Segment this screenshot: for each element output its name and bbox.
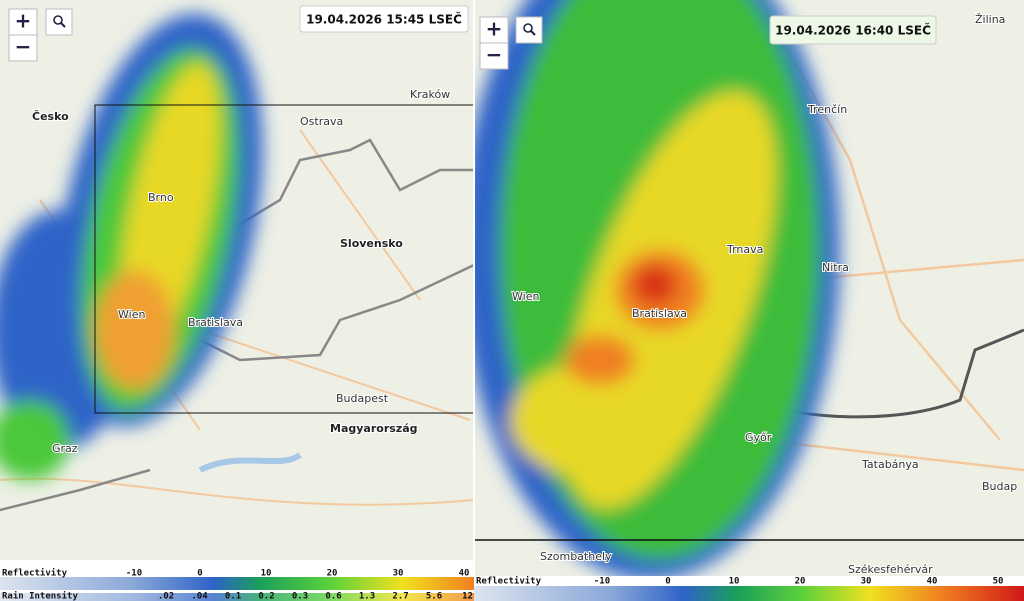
timestamp: 19.04.2026 15:45 LSEČ [306,12,462,27]
timestamp: 19.04.2026 16:40 LSEČ [775,23,931,38]
scale-tick-label: 5.6 [426,592,442,601]
search-icon [53,15,63,25]
zoom-out-label: − [486,43,503,67]
scale-tick-label: 10 [729,577,740,587]
place-label: Žilina [975,13,1005,26]
scale-tick-label: 0.1 [225,592,241,601]
place-label: Budap [982,480,1017,493]
zoom-out-button[interactable] [479,42,509,70]
zoom-out-button[interactable] [8,34,38,62]
legend-label: Rain Intensity [2,591,78,601]
place-label: Wien [512,290,539,303]
scale-tick-label: .02 [158,592,174,601]
scale-tick-label: 0 [665,577,670,587]
scale-tick-label: -10 [126,569,142,579]
zoom-out-label: − [15,35,32,59]
zoom-in-button[interactable] [8,8,38,36]
scale-tick-label: 20 [327,569,338,579]
scale-tick-label: 2.7 [392,592,408,601]
scale-tick-label: 30 [861,577,872,587]
scale-tick-label: 1.3 [359,592,375,601]
reflectivity-scale [474,586,1024,601]
timestamp-box [299,5,469,33]
scale-tick-label: .04 [191,592,208,601]
search-button[interactable] [45,8,73,36]
place-label: Graz [52,442,78,455]
right-map [474,0,1024,576]
legend-label: Reflectivity [476,576,542,587]
zoom-in-button[interactable] [479,16,509,44]
timestamp-box [769,15,937,45]
place-label: Tatabánya [861,458,919,471]
search-icon [60,22,66,28]
scale-tick-label: 40 [927,577,938,587]
left-zoom: + − [8,8,73,62]
right-zoom: + − [479,16,543,70]
scale-tick-label: 20 [795,577,806,587]
place-label: Ostrava [300,115,343,128]
place-label: Brno [148,191,174,204]
place-label: Česko [32,110,69,123]
place-label: Székesfehérvár [848,563,933,576]
search-icon [523,23,533,33]
rain-scale [0,593,474,601]
place-label: Bratislava [188,316,243,329]
scale-tick-label: 0.2 [258,592,274,601]
search-icon [530,30,536,36]
zoom-in-label: + [15,9,32,33]
place-label: Slovensko [340,237,403,250]
place-label: Kraków [410,88,450,101]
place-label: Szombathely [540,550,612,563]
scale-tick-label: 0 [197,569,202,579]
place-label: Győr [745,431,772,444]
place-label: Nitra [822,261,849,274]
scale-tick-label: 10 [261,569,272,579]
scale-tick-label: -10 [594,577,610,587]
reflectivity-scale [0,577,474,590]
zoom-in-label: + [486,17,503,41]
scale-tick-label: 0.3 [292,592,308,601]
place-label: Wien [118,308,145,321]
search-button[interactable] [515,16,543,44]
place-label: Budapest [336,392,389,405]
scale-tick-label: 12 [462,592,473,601]
scale-tick-label: 0.6 [325,592,341,601]
place-label: Trenčín [807,103,847,116]
scale-tick-label: 50 [993,577,1004,587]
scale-tick-label: 40 [459,569,470,579]
place-label: Magyarország [330,422,418,435]
scale-tick-label: 30 [393,569,404,579]
place-label: Trnava [726,243,763,256]
place-label: Bratislava [632,307,687,320]
legend-label: Reflectivity [2,568,68,579]
left-map [0,0,474,560]
